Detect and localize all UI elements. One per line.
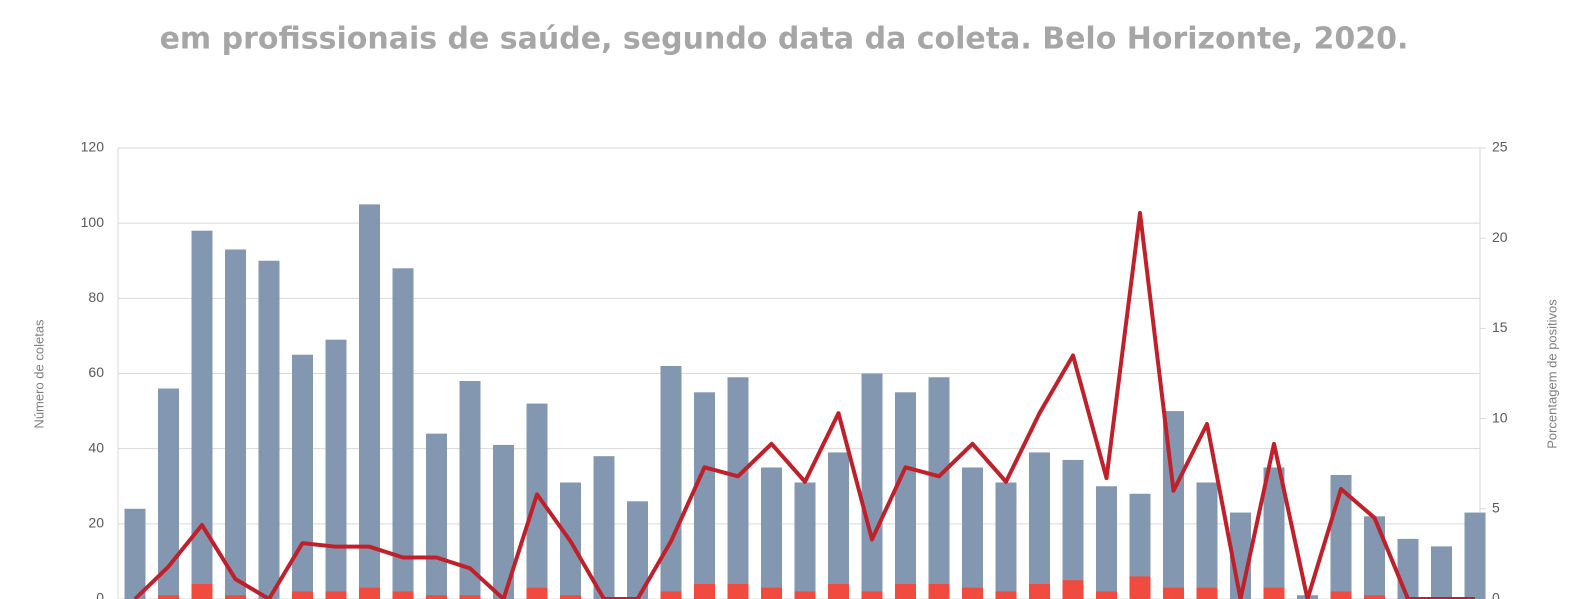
bar [1129,576,1151,599]
bar [794,591,816,599]
bar [158,388,179,599]
bar [1062,580,1084,599]
y-tick-label: 80 [88,289,104,305]
bar [191,230,213,599]
y-tick-label: 60 [88,364,104,380]
bar [225,249,246,599]
bar [1464,512,1486,599]
bar [761,587,782,599]
bar [191,583,213,599]
bar [895,583,916,599]
bar [727,583,749,599]
bar [325,339,347,599]
bar [1029,583,1050,599]
bar [225,595,246,599]
bar [1364,595,1385,599]
bar [325,591,347,599]
bar [928,583,950,599]
bar [392,268,414,599]
bar [694,392,715,599]
y2-tick-label: 10 [1492,409,1508,425]
bar [392,591,414,599]
bar [694,583,715,599]
chart-title: em profissionais de saúde, segundo data … [160,22,1409,57]
bar [593,456,615,599]
bar [828,583,849,599]
y2-tick-label: 5 [1492,500,1500,516]
bar [459,595,481,599]
y2-tick-label: 0 [1492,590,1500,599]
y2-tick-label: 20 [1492,229,1508,245]
y2-tick-label: 15 [1492,319,1508,335]
bar [828,452,849,599]
y-tick-label: 100 [81,214,105,230]
bar [928,377,950,599]
bar [124,508,146,599]
bar [426,595,447,599]
bar [493,444,514,599]
bar [526,403,548,599]
y-tick-label: 120 [81,139,105,155]
bar [727,377,749,599]
bar [1029,452,1050,599]
bar [1364,516,1385,599]
bar [292,354,313,599]
bar [258,260,280,599]
y-tick-label: 40 [88,439,104,455]
bar [1397,538,1419,599]
bar [1196,587,1218,599]
bar [660,591,682,599]
bar [359,587,380,599]
bar [1330,591,1352,599]
bar [1263,467,1285,599]
bar [1263,587,1285,599]
bar [962,467,983,599]
y-tick-label: 20 [88,515,104,531]
bar [627,501,648,599]
bar [962,587,983,599]
bar [895,392,916,599]
bar [426,433,447,599]
bar [1096,486,1117,599]
bar [794,482,816,599]
bar [761,467,782,599]
bar [861,591,883,599]
bar [526,587,548,599]
line [133,210,1475,599]
y2-tick-label: 25 [1492,139,1508,155]
bar [660,365,682,599]
y-tick-label: 0 [96,590,104,599]
bar [1163,587,1184,599]
y2-axis-title: Porcentagem de positivos [1544,299,1559,449]
bar [1096,591,1117,599]
bar [158,595,179,599]
bar [1129,493,1151,599]
bar [359,204,380,599]
bar [995,482,1017,599]
bar [292,591,313,599]
bar [861,373,883,599]
bar [1196,482,1218,599]
y-axis-title: Número de coletas [31,319,46,429]
bar [560,595,581,599]
bar [995,591,1017,599]
bar [1062,459,1084,599]
bar [1431,546,1452,599]
bar [459,381,481,599]
